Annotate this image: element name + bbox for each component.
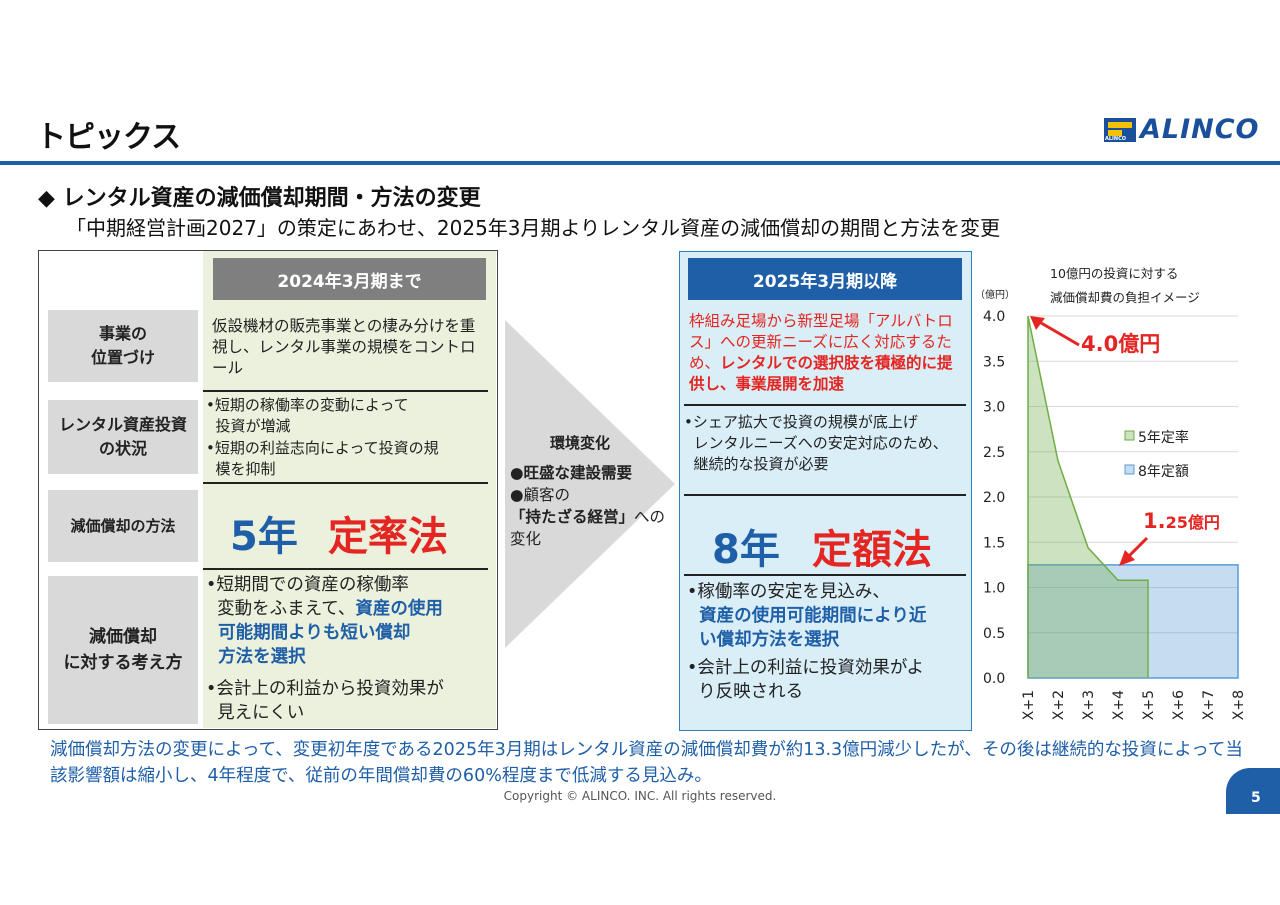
new-method-years: 8年	[712, 527, 780, 573]
old-method-name: 定率法	[328, 514, 448, 560]
annotation-arrowhead-4	[1030, 316, 1045, 330]
old-divider-1	[203, 390, 488, 392]
old-method-panel	[203, 251, 496, 728]
legend-swatch-5yr	[1124, 430, 1135, 441]
env-item-customer-2: 「持たざる経営」への 変化	[510, 508, 666, 548]
old-divider-2	[203, 482, 488, 484]
old-positioning-text: 仮設機材の販売事業との棲み分けを重視し、レンタル事業の規模をコントロール	[212, 317, 476, 377]
series-5yr-area	[1028, 316, 1148, 678]
env-change-title: 環境変化	[550, 434, 611, 452]
new-divider-3	[684, 574, 966, 576]
page-title: トピックス	[36, 120, 181, 155]
annotation-arrow-4	[1035, 318, 1080, 347]
row-label-method: 減価償却の方法	[48, 490, 198, 562]
old-investment-text-1: •短期の稼働率の変動によって 投資が増減	[206, 396, 409, 435]
y-tick-label: 3.5	[983, 354, 1005, 370]
x-tick-label: X+6	[1171, 690, 1187, 720]
new-investment-text: •シェア拡大で投資の規模が底上げ レンタルニーズへの安定対応のため、 継続的な投…	[684, 413, 948, 473]
env-item-demand: ●旺盛な建設需要	[510, 464, 633, 482]
x-tick-label: X+5	[1141, 690, 1157, 720]
annotation-arrow-125	[1125, 536, 1149, 560]
logo-wordmark: ALINCO	[1140, 114, 1260, 145]
new-positioning-text: 枠組み足場から新型足場「アルバトロス」への更新ニーズに広く対応するため、レンタル…	[689, 312, 953, 393]
annotation-arrowhead-125	[1119, 550, 1135, 566]
y-tick-label: 1.5	[983, 535, 1005, 551]
y-tick-label: 1.0	[983, 581, 1005, 597]
annotation-4-label: 4.0億円	[1081, 332, 1160, 356]
old-method-years: 5年	[230, 514, 298, 560]
comparison-frame	[38, 250, 498, 730]
new-divider-1	[684, 404, 966, 406]
new-positioning-highlight: レンタルでの選択肢を積極的に提供し、事業展開を加速	[689, 354, 953, 393]
row-label-investment: レンタル資産投資 の状況	[48, 400, 198, 474]
x-tick-label: X+2	[1051, 690, 1067, 720]
x-tick-label: X+7	[1201, 690, 1217, 720]
env-change-list: ●旺盛な建設需要 ●顧客の 「持たざる経営」への 変化	[510, 462, 665, 550]
section-heading: ◆ レンタル資産の減価償却期間・方法の変更	[38, 186, 481, 211]
x-tick-label: X+3	[1081, 690, 1097, 720]
old-approach-highlight: 資産の使用 可能期間よりも短い償却 方法を選択	[218, 599, 443, 667]
logo-mark-icon: ALINCO	[1104, 118, 1136, 142]
row-label-approach: 減価償却 に対する考え方	[48, 576, 198, 724]
old-divider-3	[203, 568, 488, 570]
transition-arrow	[505, 320, 675, 648]
legend-label-8yr: 8年定額	[1138, 464, 1189, 480]
env-item-customer: ●顧客の	[510, 486, 571, 504]
chart-title-line2: 減価償却費の負担イメージ	[1050, 290, 1200, 305]
new-period-header: 2025年3月期以降	[688, 258, 962, 300]
page-number: 5	[1251, 790, 1261, 806]
new-approach-text-1: •稼働率の安定を見込み、 資産の使用可能期間により近 い償却方法を選択	[687, 580, 972, 652]
new-divider-2	[684, 494, 966, 496]
old-approach-text-2: •会計上の利益から投資効果が 見えにくい	[206, 679, 444, 723]
new-method-panel	[679, 251, 972, 731]
new-approach-text-2: •会計上の利益に投資効果がよ り反映される	[687, 658, 924, 702]
section-subtitle: 「中期経営計画2027」の策定にあわせ、2025年3月期よりレンタル資産の減価償…	[66, 216, 1001, 240]
page-number-badge: 5	[1226, 768, 1280, 814]
series-5yr-line	[1027, 315, 1149, 678]
header-rule	[0, 161, 1280, 165]
new-method-name: 定額法	[812, 527, 932, 573]
y-tick-label: 2.0	[983, 490, 1005, 506]
legend-label-5yr: 5年定率	[1138, 429, 1189, 446]
x-tick-label: X+8	[1231, 690, 1247, 720]
footnote-text: 減価償却方法の変更によって、変更初年度である2025年3月期はレンタル資産の減価…	[50, 740, 1243, 786]
old-investment-text-2: •短期の利益志向によって投資の規 模を抑制	[206, 439, 439, 478]
chart-title-line1: 10億円の投資に対する	[1050, 266, 1178, 281]
row-label-positioning: 事業の 位置づけ	[48, 310, 198, 382]
y-tick-label: 2.5	[983, 445, 1005, 461]
x-tick-label: X+1	[1021, 690, 1037, 720]
old-period-header: 2024年3月期まで	[213, 258, 486, 300]
old-approach-text-1: •短期間での資産の稼働率 変動をふまえて、資産の使用 可能期間よりも短い償却 方…	[206, 575, 443, 667]
y-tick-label: 4.0	[983, 309, 1005, 325]
x-tick-label: X+4	[1111, 690, 1127, 720]
y-tick-label: 0.0	[983, 671, 1005, 687]
copyright: Copyright © ALINCO. INC. All rights rese…	[503, 789, 777, 803]
y-tick-label: 0.5	[983, 626, 1005, 642]
chart-y-unit: （億円）	[975, 288, 1015, 301]
annotation-125-label: 1.25億円	[1143, 509, 1220, 533]
legend-swatch-8yr	[1124, 464, 1135, 475]
new-approach-highlight: 資産の使用可能期間により近 い償却方法を選択	[699, 606, 927, 650]
alinco-logo: ALINCO ALINCO	[1104, 114, 1264, 145]
y-tick-label: 3.0	[983, 400, 1005, 416]
